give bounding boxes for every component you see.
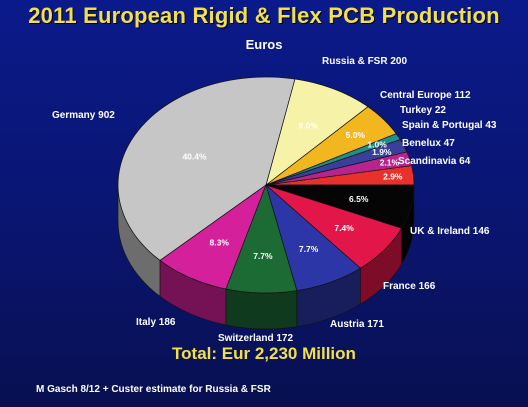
pie-category-labels: Scandinavia 64 Benelux 47 Spain & Portugal… bbox=[52, 56, 497, 344]
pct-label: 1.0% bbox=[367, 139, 387, 149]
category-label: Benelux 47 bbox=[402, 138, 455, 149]
pie-slice-uk-ireland bbox=[265, 184, 415, 229]
category-label: UK & Ireland 146 bbox=[410, 226, 490, 237]
category-label: Italy 186 bbox=[136, 317, 176, 328]
pie-slice-switzerland bbox=[225, 183, 298, 294]
category-label: Russia & FSR 200 bbox=[322, 56, 407, 67]
total-label: Total: Eur 2,230 Million bbox=[172, 344, 356, 363]
pie-slice-france bbox=[265, 184, 403, 269]
pie-slice-russia-fsr bbox=[265, 78, 369, 186]
source-note: M Gasch 8/12 + Custer estimate for Russi… bbox=[36, 384, 271, 395]
pie-slice-austria bbox=[265, 183, 362, 292]
chart-title: 2011 European Rigid & Flex PCB Productio… bbox=[28, 3, 500, 28]
pct-label: 2.9% bbox=[383, 172, 403, 182]
category-label: Central Europe 112 bbox=[380, 90, 471, 101]
pie-percent-labels: 2.9% 2.1%1.9%1.0%5.0% 9.0% 40.4% 8.3% 7.7% 7.7… bbox=[182, 121, 402, 262]
pie-slice-germany bbox=[117, 76, 296, 261]
category-label: Germany 902 bbox=[52, 110, 115, 121]
pct-label: 8.3% bbox=[210, 238, 230, 248]
category-label: France 166 bbox=[383, 281, 436, 292]
pct-label: 40.4% bbox=[182, 152, 207, 162]
pct-label: 7.4% bbox=[334, 223, 354, 233]
pct-label: 7.7% bbox=[253, 251, 273, 261]
category-label: Scandinavia 64 bbox=[398, 156, 471, 167]
pct-label: 5.0% bbox=[346, 130, 366, 140]
pct-label: 2.1% bbox=[380, 157, 400, 167]
pie-side-switzerland bbox=[225, 288, 298, 330]
pie-slices bbox=[117, 76, 415, 294]
category-label: Turkey 22 bbox=[400, 105, 446, 116]
category-label: Switzerland 172 bbox=[218, 333, 293, 344]
pct-label: 6.5% bbox=[349, 194, 369, 204]
chart-subtitle: Euros bbox=[245, 37, 283, 52]
pct-label: 1.9% bbox=[372, 147, 392, 157]
category-label: Austria 171 bbox=[330, 319, 384, 330]
pct-label: 9.0% bbox=[299, 121, 319, 131]
pie-slice-central-europe bbox=[265, 106, 397, 186]
pie-slice-italy bbox=[159, 184, 267, 290]
category-label: Spain & Portugal 43 bbox=[402, 120, 497, 131]
pct-label: 7.7% bbox=[299, 244, 319, 254]
